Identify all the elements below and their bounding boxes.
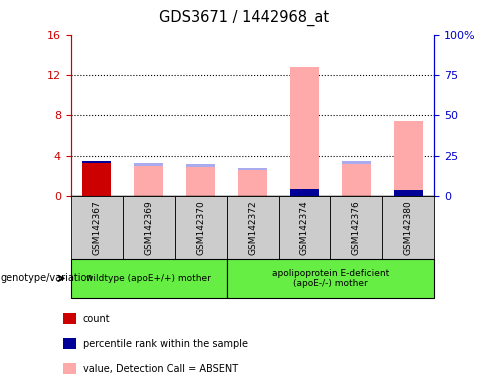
Text: GSM142376: GSM142376 (352, 200, 361, 255)
Text: GSM142374: GSM142374 (300, 200, 309, 255)
Bar (186, 164, 215, 167)
Bar (290, 189, 319, 196)
Text: GSM142372: GSM142372 (248, 200, 257, 255)
Text: GSM142370: GSM142370 (196, 200, 205, 255)
Bar (134, 166, 163, 196)
Text: count: count (83, 314, 111, 324)
Text: GSM142380: GSM142380 (404, 200, 413, 255)
Bar (238, 170, 267, 196)
Text: GSM142367: GSM142367 (92, 200, 101, 255)
Bar (238, 167, 267, 170)
Bar (394, 121, 423, 196)
Text: GSM142369: GSM142369 (144, 200, 153, 255)
Text: apolipoprotein E-deficient
(apoE-/-) mother: apolipoprotein E-deficient (apoE-/-) mot… (272, 269, 389, 288)
Bar (82, 162, 111, 196)
Bar (394, 190, 423, 196)
Bar (342, 162, 371, 164)
Text: GDS3671 / 1442968_at: GDS3671 / 1442968_at (159, 10, 329, 26)
Bar (342, 164, 371, 196)
Text: value, Detection Call = ABSENT: value, Detection Call = ABSENT (83, 364, 238, 374)
Bar (186, 167, 215, 196)
Bar (290, 67, 319, 196)
Text: wildtype (apoE+/+) mother: wildtype (apoE+/+) mother (86, 274, 211, 283)
Bar (82, 161, 111, 162)
Text: genotype/variation: genotype/variation (0, 273, 93, 283)
Text: percentile rank within the sample: percentile rank within the sample (83, 339, 248, 349)
Bar (134, 163, 163, 166)
